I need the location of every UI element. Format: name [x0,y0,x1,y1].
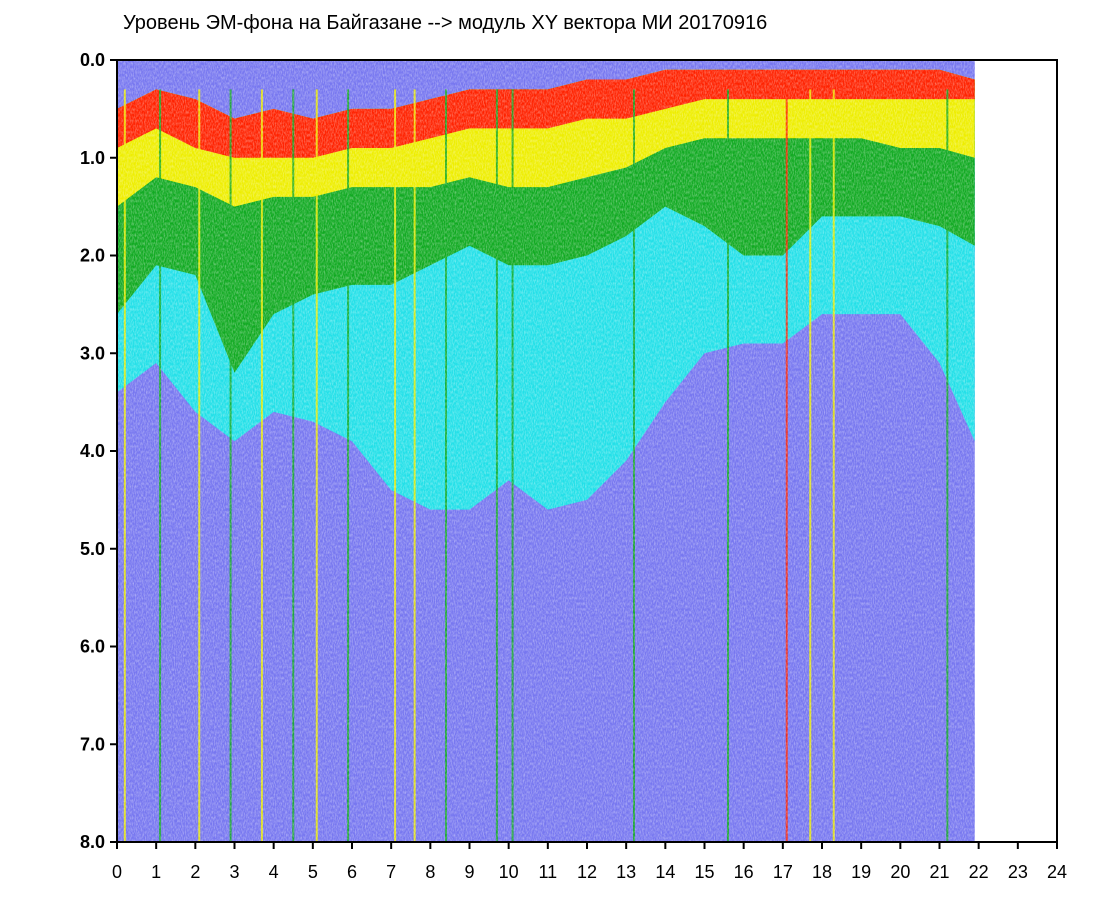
x-tick-label: 2 [190,862,200,882]
y-tick-label: 0.0 [80,50,105,70]
y-tick-label: 6.0 [80,637,105,657]
x-tick-label: 21 [929,862,949,882]
x-tick-label: 20 [890,862,910,882]
x-tick-label: 10 [499,862,519,882]
x-axis: 0 1 2 3 4 5 6 7 8 9 10 11 12 13 14 15 16 17 18 19 20 21 22 23 24 [112,842,1067,882]
y-tick-label: 2.0 [80,246,105,266]
heatmap-noise [117,60,975,842]
x-tick-label: 17 [773,862,793,882]
x-tick-label: 15 [694,862,714,882]
x-tick-label: 11 [538,862,557,882]
x-tick-label: 7 [386,862,396,882]
x-tick-label: 5 [308,862,318,882]
x-tick-label: 14 [655,862,675,882]
x-tick-label: 1 [151,862,161,882]
x-tick-label: 6 [347,862,357,882]
x-tick-label: 19 [851,862,871,882]
y-tick-label: 1.0 [80,148,105,168]
x-tick-label: 24 [1047,862,1067,882]
y-tick-label: 4.0 [80,441,105,461]
x-tick-label: 12 [577,862,597,882]
y-tick-label: 5.0 [80,539,105,559]
x-tick-label: 13 [616,862,636,882]
x-tick-label: 16 [734,862,754,882]
noise-texture [117,60,975,842]
x-tick-label: 23 [1008,862,1028,882]
x-tick-label: 0 [112,862,122,882]
y-tick-label: 3.0 [80,343,105,363]
x-tick-label: 3 [229,862,239,882]
x-tick-label: 22 [969,862,989,882]
x-tick-label: 18 [812,862,832,882]
x-tick-label: 4 [269,862,279,882]
y-axis: 0.0 1.0 2.0 3.0 4.0 5.0 6.0 7.0 8.0 [80,50,117,852]
x-tick-label: 9 [464,862,474,882]
y-tick-label: 7.0 [80,734,105,754]
x-tick-label: 8 [425,862,435,882]
chart-title: Уровень ЭМ-фона на Байгазане --> модуль … [123,12,767,34]
y-tick-label: 8.0 [80,832,105,852]
